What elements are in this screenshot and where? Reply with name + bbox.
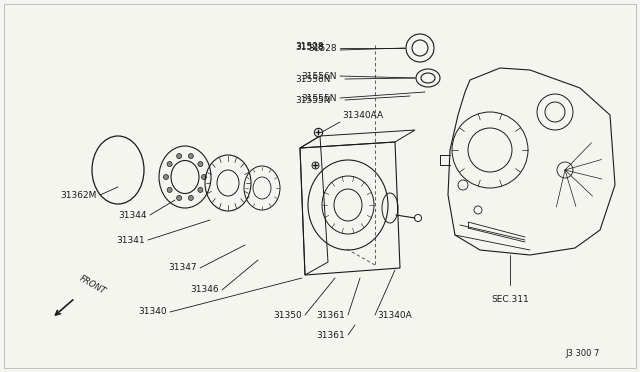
Text: 31555N: 31555N bbox=[295, 96, 330, 105]
Text: 31556N: 31556N bbox=[301, 71, 337, 80]
Text: 31556N: 31556N bbox=[295, 74, 330, 83]
Text: 31340AA: 31340AA bbox=[342, 111, 383, 120]
Circle shape bbox=[202, 174, 207, 180]
Text: FRONT: FRONT bbox=[78, 274, 108, 296]
Circle shape bbox=[167, 161, 172, 167]
Circle shape bbox=[188, 154, 193, 158]
Text: 31362M: 31362M bbox=[61, 190, 97, 199]
Text: 31347: 31347 bbox=[168, 263, 197, 273]
Text: 31350: 31350 bbox=[273, 311, 302, 320]
Circle shape bbox=[198, 187, 203, 192]
Text: J3 300 7: J3 300 7 bbox=[566, 349, 600, 358]
Circle shape bbox=[198, 161, 203, 167]
Text: 31344: 31344 bbox=[118, 211, 147, 219]
Text: 31528: 31528 bbox=[295, 42, 324, 51]
Text: 31528: 31528 bbox=[295, 42, 324, 51]
Circle shape bbox=[415, 215, 422, 221]
Text: 31340: 31340 bbox=[138, 308, 167, 317]
Text: 31555N: 31555N bbox=[301, 93, 337, 103]
Text: 31361: 31361 bbox=[316, 311, 345, 320]
Text: 31528: 31528 bbox=[308, 44, 337, 52]
Text: 31361: 31361 bbox=[316, 330, 345, 340]
Text: 31346: 31346 bbox=[190, 285, 219, 295]
Text: 31340A: 31340A bbox=[377, 311, 412, 320]
Circle shape bbox=[177, 154, 182, 158]
Circle shape bbox=[167, 187, 172, 192]
Text: SEC.311: SEC.311 bbox=[491, 295, 529, 304]
Circle shape bbox=[177, 195, 182, 201]
Circle shape bbox=[163, 174, 168, 180]
Text: 31341: 31341 bbox=[116, 235, 145, 244]
Circle shape bbox=[188, 195, 193, 201]
